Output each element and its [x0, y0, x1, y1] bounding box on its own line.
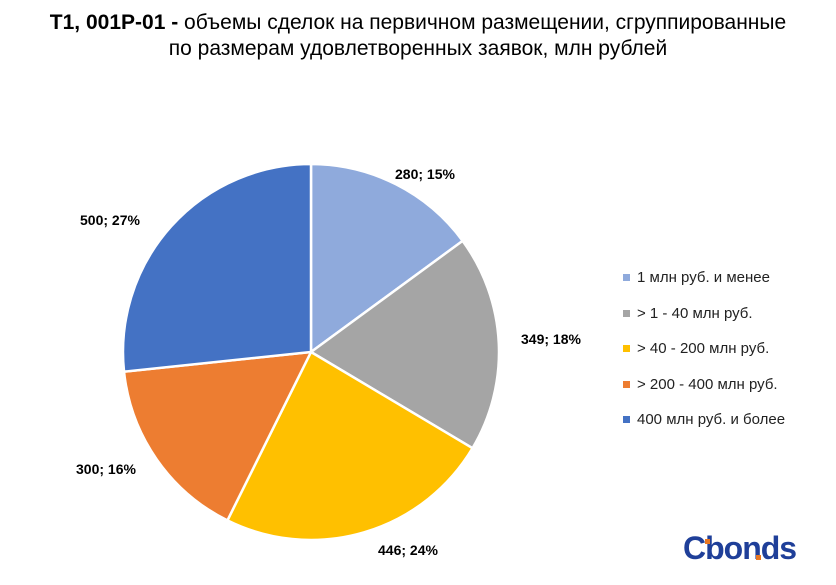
legend-label: > 40 - 200 млн руб. — [637, 340, 770, 358]
legend-swatch — [623, 416, 630, 424]
logo-c: C — [683, 530, 706, 566]
legend-label: > 1 - 40 млн руб. — [637, 304, 753, 322]
data-label: 500; 27% — [80, 212, 140, 228]
legend-item: 400 млн руб. и более — [623, 402, 785, 438]
legend-swatch — [623, 345, 630, 353]
pie-slice — [122, 350, 314, 523]
legend: 1 млн руб. и менее > 1 - 40 млн руб. > 4… — [623, 260, 785, 438]
logo-dot — [756, 555, 761, 560]
legend-swatch — [623, 380, 630, 388]
chart-title-bold: T1, 001P-01 - — [49, 11, 179, 34]
data-label: 349; 18% — [521, 331, 581, 347]
legend-swatch — [623, 309, 630, 317]
legend-item: > 1 - 40 млн руб. — [623, 296, 785, 332]
chart-title: T1, 001P-01 - объемы сделок на первичном… — [40, 10, 796, 62]
legend-label: 400 млн руб. и более — [637, 411, 786, 429]
legend-label: > 200 - 400 млн руб. — [637, 375, 778, 393]
logo-dot — [705, 539, 710, 544]
legend-item: 1 млн руб. и менее — [623, 260, 785, 296]
pie-slice — [121, 162, 313, 374]
legend-item: > 200 - 400 млн руб. — [623, 367, 785, 403]
pie-slice — [308, 239, 501, 450]
data-label: 446; 24% — [378, 542, 438, 558]
data-label: 300; 16% — [76, 461, 136, 477]
pie-slice — [309, 162, 465, 355]
data-label: 280; 15% — [395, 166, 455, 182]
legend-item: > 40 - 200 млн руб. — [623, 331, 785, 367]
chart-title-rest: объемы сделок на первичном размещении, с… — [168, 11, 787, 60]
cbonds-logo: Cbonds — [683, 530, 797, 567]
logo-rest: bonds — [705, 530, 797, 566]
legend-swatch — [623, 274, 630, 282]
legend-label: 1 млн руб. и менее — [637, 269, 770, 287]
